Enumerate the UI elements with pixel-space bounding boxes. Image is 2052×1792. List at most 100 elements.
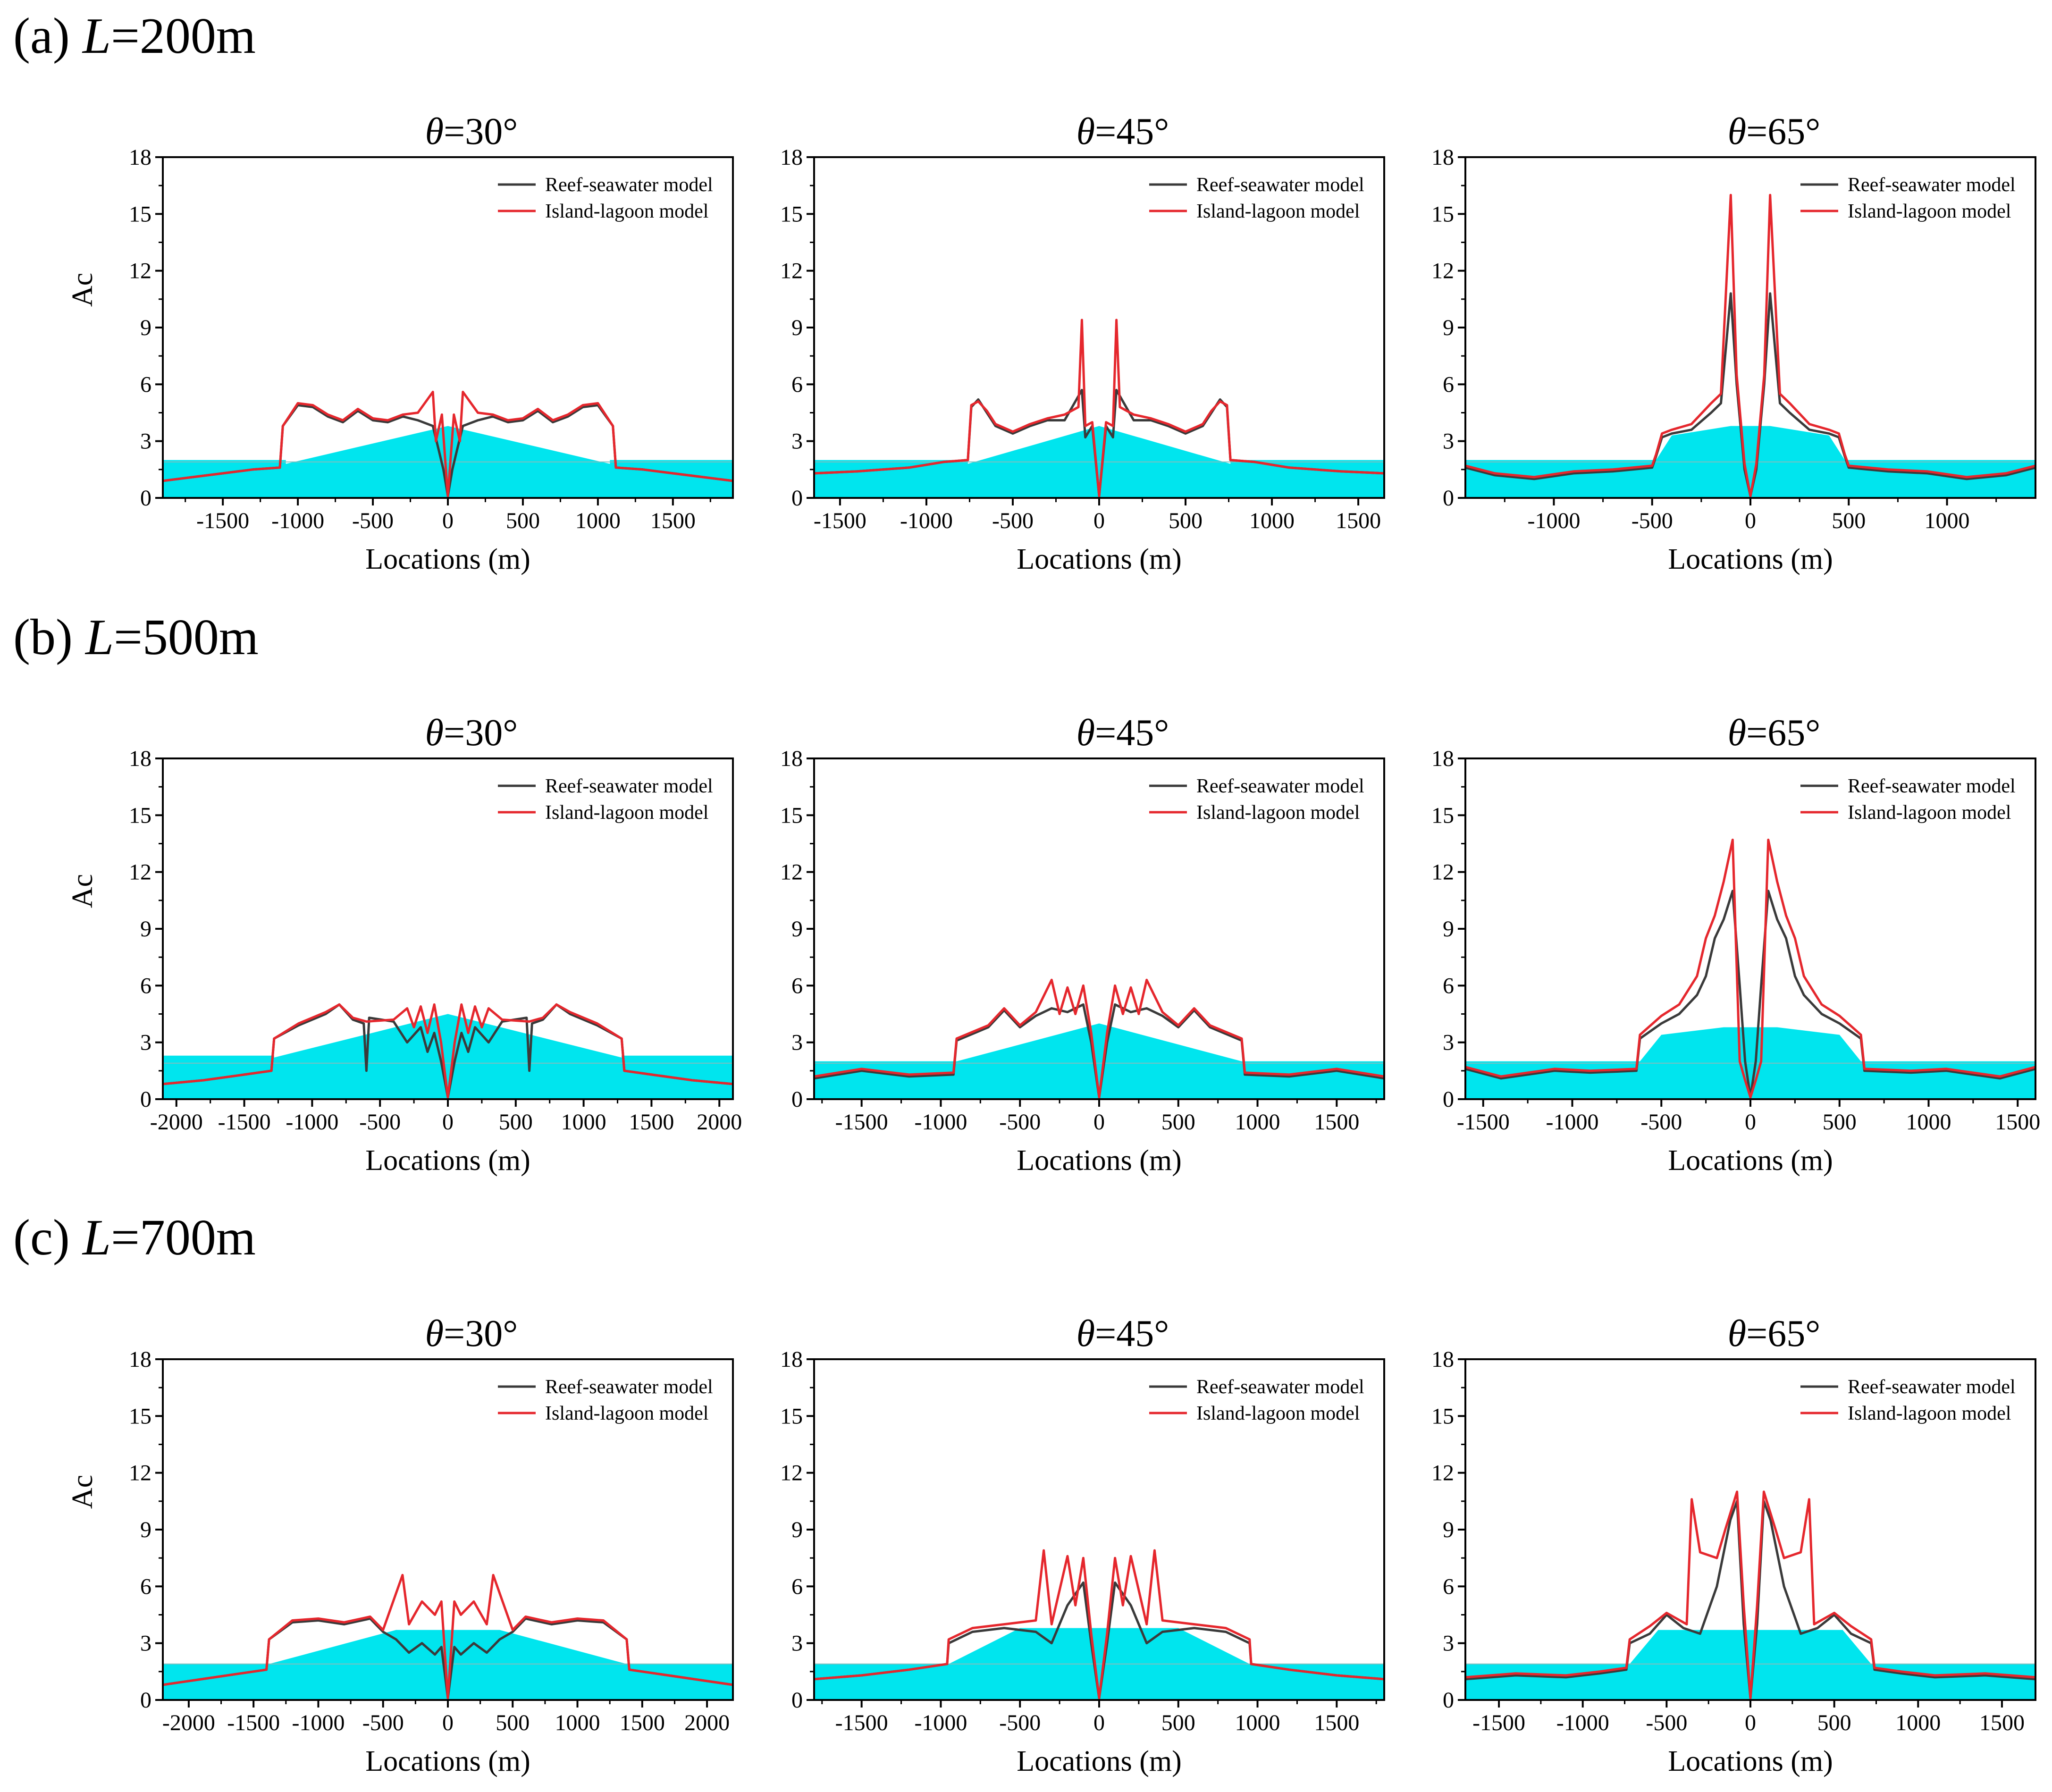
- legend-label: Reef-seawater model: [1196, 775, 1364, 797]
- legend-label: Island-lagoon model: [1196, 802, 1360, 824]
- x-tick-label: 500: [1169, 508, 1203, 533]
- y-tick-label: 15: [1431, 803, 1454, 828]
- x-tick-label: 2000: [697, 1110, 742, 1135]
- island-lagoon-series: [163, 1003, 733, 1099]
- y-tick-label: 12: [1431, 860, 1454, 885]
- legend-label: Reef-seawater model: [545, 1376, 713, 1398]
- y-tick-label: 6: [140, 973, 151, 998]
- y-tick-label: 12: [780, 860, 803, 885]
- island-lagoon-series: [1465, 839, 2035, 1099]
- x-tick-label: 1000: [1235, 1110, 1280, 1135]
- row-label-prefix: (a): [13, 8, 83, 64]
- panel-title-value: =45°: [1095, 1313, 1169, 1355]
- y-tick-label: 12: [129, 259, 151, 284]
- x-tick-label: 1000: [561, 1110, 606, 1135]
- reef-profile-fill: [814, 1023, 1384, 1099]
- x-tick-label: 0: [1093, 508, 1105, 533]
- y-tick-label: 12: [1431, 1461, 1454, 1486]
- panel-0-1: 0 3 6 9 12 15 18 -1500 -1000 -500 0 500 1000 1500 Loca…: [780, 111, 1385, 575]
- x-tick-label: -500: [359, 1110, 401, 1135]
- y-tick-label: 12: [129, 1461, 151, 1486]
- panel-title: θ=30°: [425, 712, 518, 754]
- x-tick-label: -1000: [914, 1110, 967, 1135]
- panel-title: θ=45°: [1076, 111, 1169, 152]
- y-tick-label: 15: [1431, 1404, 1454, 1429]
- panel-title-value: =65°: [1746, 1313, 1820, 1355]
- x-axis-label: Locations (m): [1668, 1745, 1833, 1777]
- x-tick-label: -1000: [1527, 508, 1580, 533]
- y-tick-label: 15: [1431, 202, 1454, 227]
- reef-profile-fill: [1465, 1630, 2035, 1700]
- x-tick-label: 500: [506, 508, 540, 533]
- x-tick-label: -500: [999, 1710, 1041, 1735]
- x-tick-label: -1000: [1556, 1710, 1609, 1735]
- row-label-suffix: =200m: [111, 8, 256, 64]
- row-label-var: L: [82, 8, 111, 64]
- x-tick-label: -500: [1640, 1110, 1682, 1135]
- y-axis-label: Ac: [67, 874, 99, 908]
- row-label-suffix: =500m: [114, 609, 259, 665]
- x-tick-label: -1500: [1457, 1110, 1510, 1135]
- x-tick-label: 0: [1745, 1710, 1756, 1735]
- y-tick-label: 18: [1431, 145, 1454, 170]
- x-tick-label: 1500: [629, 1110, 674, 1135]
- y-tick-label: 18: [780, 145, 803, 170]
- island-lagoon-series: [163, 1573, 733, 1699]
- y-tick-label: 9: [791, 917, 803, 942]
- x-tick-label: 1000: [1925, 508, 1970, 533]
- x-tick-label: 1000: [1906, 1110, 1951, 1135]
- x-axis-label: Locations (m): [365, 543, 530, 575]
- panel-title-value: =30°: [444, 712, 518, 754]
- x-tick-label: 1500: [620, 1710, 665, 1735]
- x-tick-label: 0: [1745, 1110, 1756, 1135]
- y-tick-label: 3: [140, 1631, 151, 1656]
- panel-title-value: =65°: [1746, 111, 1820, 152]
- x-tick-label: 0: [442, 508, 454, 533]
- legend-label: Reef-seawater model: [545, 174, 713, 196]
- row-label-2: (c) L=700m: [13, 1210, 256, 1266]
- x-tick-label: 1500: [1979, 1710, 2025, 1735]
- x-tick-label: -1000: [271, 508, 324, 533]
- theta-symbol: θ: [425, 712, 444, 754]
- y-tick-label: 15: [780, 1404, 803, 1429]
- island-lagoon-series: [814, 1549, 1384, 1699]
- row-label-var: L: [84, 609, 114, 665]
- row-label-prefix: (b): [13, 609, 85, 665]
- x-tick-label: 1000: [575, 508, 621, 533]
- x-tick-label: -1500: [835, 1710, 888, 1735]
- x-tick-label: -500: [1632, 508, 1673, 533]
- x-tick-label: 0: [1093, 1110, 1105, 1135]
- y-tick-label: 0: [140, 1087, 151, 1112]
- y-tick-label: 3: [140, 429, 151, 454]
- panel-1-0: 0 3 6 9 12 15 18 -2000 -1500 -1000 -500 0 500 1000 150…: [67, 712, 742, 1177]
- y-tick-label: 3: [791, 1631, 803, 1656]
- y-tick-label: 9: [140, 315, 151, 340]
- x-tick-label: 500: [1161, 1710, 1195, 1735]
- x-tick-label: -1500: [227, 1710, 280, 1735]
- island-lagoon-series: [163, 390, 733, 497]
- panel-title: θ=45°: [1076, 712, 1169, 754]
- x-axis-label: Locations (m): [365, 1745, 530, 1777]
- legend-label: Reef-seawater model: [1848, 1376, 2016, 1398]
- y-tick-label: 3: [1443, 1631, 1454, 1656]
- theta-symbol: θ: [1728, 712, 1746, 754]
- legend-label: Reef-seawater model: [545, 775, 713, 797]
- legend-label: Reef-seawater model: [1196, 174, 1364, 196]
- x-tick-label: 500: [1817, 1710, 1851, 1735]
- panel-title: θ=30°: [425, 1313, 518, 1355]
- y-tick-label: 3: [1443, 429, 1454, 454]
- panel-2-0: 0 3 6 9 12 15 18 -2000 -1500 -1000 -500 0 500 1000 150…: [67, 1313, 734, 1777]
- panel-title-value: =45°: [1095, 111, 1169, 152]
- panel-1-1: 0 3 6 9 12 15 18 -1500 -1000 -500 0 500 1000 1500 Loca…: [780, 712, 1385, 1177]
- x-tick-label: -1500: [196, 508, 249, 533]
- row-label-var: L: [82, 1210, 111, 1266]
- row-label-0: (a) L=200m: [13, 8, 256, 64]
- x-tick-label: -1000: [292, 1710, 345, 1735]
- y-tick-label: 15: [129, 803, 151, 828]
- y-tick-label: 15: [780, 202, 803, 227]
- x-tick-label: 2000: [684, 1710, 730, 1735]
- y-tick-label: 6: [1443, 973, 1454, 998]
- x-tick-label: -2000: [150, 1110, 203, 1135]
- x-tick-label: 1500: [1336, 508, 1381, 533]
